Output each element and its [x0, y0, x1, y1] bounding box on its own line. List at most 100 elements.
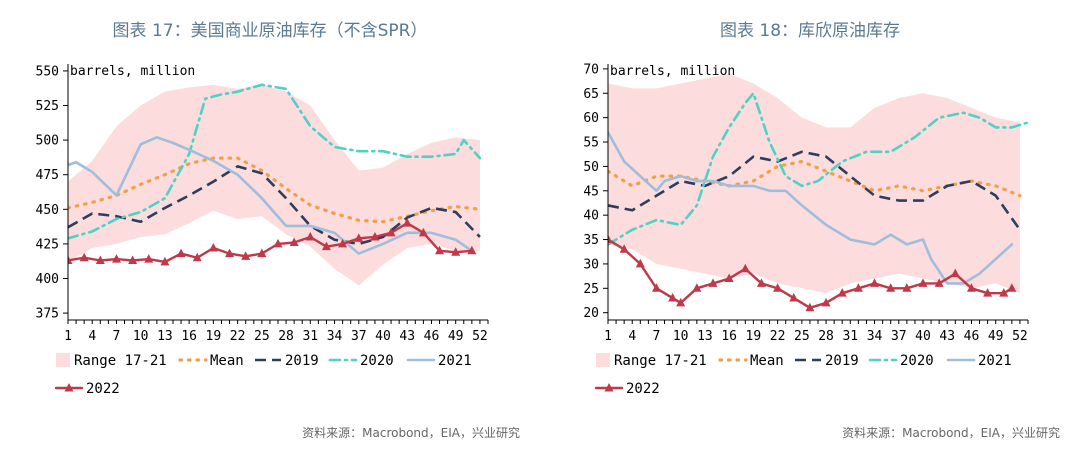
y-tick-label: 55: [583, 136, 599, 151]
x-tick-label: 22: [770, 329, 786, 344]
series-marker-2022: [773, 283, 783, 292]
y-tick-label: 375: [36, 307, 59, 322]
series-marker-2022: [435, 245, 445, 255]
series-marker-2022: [805, 302, 815, 312]
series-marker-2022: [668, 293, 678, 302]
series-marker-2022: [79, 252, 89, 262]
legend-item-2019: 2019: [795, 353, 859, 369]
y-tick-label: 425: [36, 237, 59, 252]
legend-marker: [604, 383, 614, 392]
series-marker-2022: [305, 231, 315, 241]
series-marker-2022: [708, 278, 718, 287]
legend-label: 2020: [900, 353, 934, 369]
legend-item-2020: 2020: [328, 353, 394, 369]
x-tick-label: 4: [88, 329, 96, 344]
legend-item-2020: 2020: [868, 353, 934, 369]
plot-area: [608, 73, 1028, 312]
x-tick-label: 19: [746, 329, 762, 344]
x-tick-label: 40: [915, 329, 931, 344]
y-tick-label: 40: [583, 209, 599, 224]
legend-label: 2021: [978, 353, 1012, 369]
series-marker-2022: [724, 273, 734, 283]
x-tick-label: 16: [181, 329, 197, 344]
x-tick-label: 40: [375, 329, 391, 344]
legend-item-2021: 2021: [406, 353, 472, 369]
legend-item-2022: 2022: [594, 381, 660, 397]
series-marker-2022: [354, 233, 364, 242]
x-tick-label: 4: [628, 329, 636, 344]
legend-label: 2020: [360, 353, 394, 369]
legend-marker: [64, 383, 74, 392]
legend-label: Range 17-21: [614, 353, 707, 369]
x-tick-label: 34: [867, 329, 883, 344]
series-marker-2022: [651, 283, 661, 292]
x-tick-label: 28: [278, 329, 294, 344]
chart-panel-18: 图表 18：库欣原油库存 20 25 30 35 40 45 50 55 60 65 70 1 4 7 10…: [540, 0, 1080, 471]
x-tick-label: 25: [254, 329, 270, 344]
series-marker-2022: [386, 227, 396, 237]
x-tick-label: 52: [472, 329, 488, 344]
legend-item-Mean: Mean: [178, 353, 244, 369]
series-marker-2022: [273, 238, 283, 248]
x-tick-label: 7: [653, 329, 661, 344]
series-marker-2022: [128, 255, 138, 264]
chart-title: 图表 17：美国商业原油库存（不含SPR）: [112, 21, 428, 41]
x-tick-label: 25: [794, 329, 810, 344]
series-marker-2022: [966, 283, 976, 292]
series-marker-2022: [1007, 283, 1017, 292]
legend: Range 17-21 Mean 2019 2020 2021 2022: [594, 353, 1012, 397]
x-tick-label: 22: [230, 329, 246, 344]
unit-label: barrels, million: [70, 64, 195, 79]
series-marker-2022: [902, 283, 912, 292]
series-marker-2022: [950, 268, 960, 278]
series-line-2020: [68, 83, 482, 240]
x-tick-label: 13: [697, 329, 713, 344]
series-marker-2022: [451, 247, 461, 256]
legend-item-Mean: Mean: [718, 353, 784, 369]
series-marker-2022: [740, 263, 750, 273]
x-tick-label: 49: [988, 329, 1004, 344]
legend-item-Range 17-21: Range 17-21: [56, 353, 167, 369]
series-marker-2022: [192, 252, 202, 262]
x-tick-label: 34: [327, 329, 343, 344]
x-tick-label: 31: [842, 329, 858, 344]
series-marker-2022: [676, 297, 686, 307]
x-tick-label: 13: [157, 329, 173, 344]
legend-item-2021: 2021: [946, 353, 1012, 369]
legend-label: Mean: [210, 353, 244, 369]
y-tick-label: 70: [583, 62, 599, 77]
chart-title: 图表 18：库欣原油库存: [719, 21, 901, 41]
legend-label: 2019: [285, 353, 319, 369]
y-tick-label: 65: [583, 87, 599, 102]
series-marker-2022: [68, 255, 73, 264]
y-tick-label: 400: [36, 272, 59, 287]
y-tick-label: 500: [36, 134, 59, 149]
plot-area: [68, 83, 482, 286]
series-marker-2022: [821, 297, 831, 307]
legend-item-Range 17-21: Range 17-21: [596, 353, 707, 369]
x-tick-label: 43: [939, 329, 955, 344]
series-marker-2022: [144, 254, 154, 263]
series-marker-2022: [837, 288, 847, 297]
series-marker-2022: [467, 245, 477, 255]
series-line-2019: [68, 165, 481, 246]
y-tick-label: 30: [583, 257, 599, 272]
y-tick-label: 475: [36, 168, 59, 183]
legend-swatch: [56, 353, 70, 367]
series-marker-2022: [789, 293, 799, 302]
x-tick-label: 37: [351, 329, 367, 344]
source-note: 资料来源：Macrobond，EIA，兴业研究: [302, 426, 520, 440]
series-line-2020: [608, 91, 1028, 246]
x-tick-label: 49: [448, 329, 464, 344]
series-marker-2022: [321, 241, 331, 251]
x-tick-label: 46: [424, 329, 440, 344]
source-note: 资料来源：Macrobond，EIA，兴业研究: [842, 426, 1060, 440]
series-marker-2022: [111, 254, 121, 263]
series-marker-2022: [934, 278, 944, 287]
x-tick-label: 46: [964, 329, 980, 344]
series-marker-2022: [635, 258, 645, 268]
x-tick-label: 28: [818, 329, 834, 344]
series-marker-2022: [870, 278, 880, 287]
legend-label: Mean: [750, 353, 784, 369]
y-tick-label: 20: [583, 306, 599, 321]
